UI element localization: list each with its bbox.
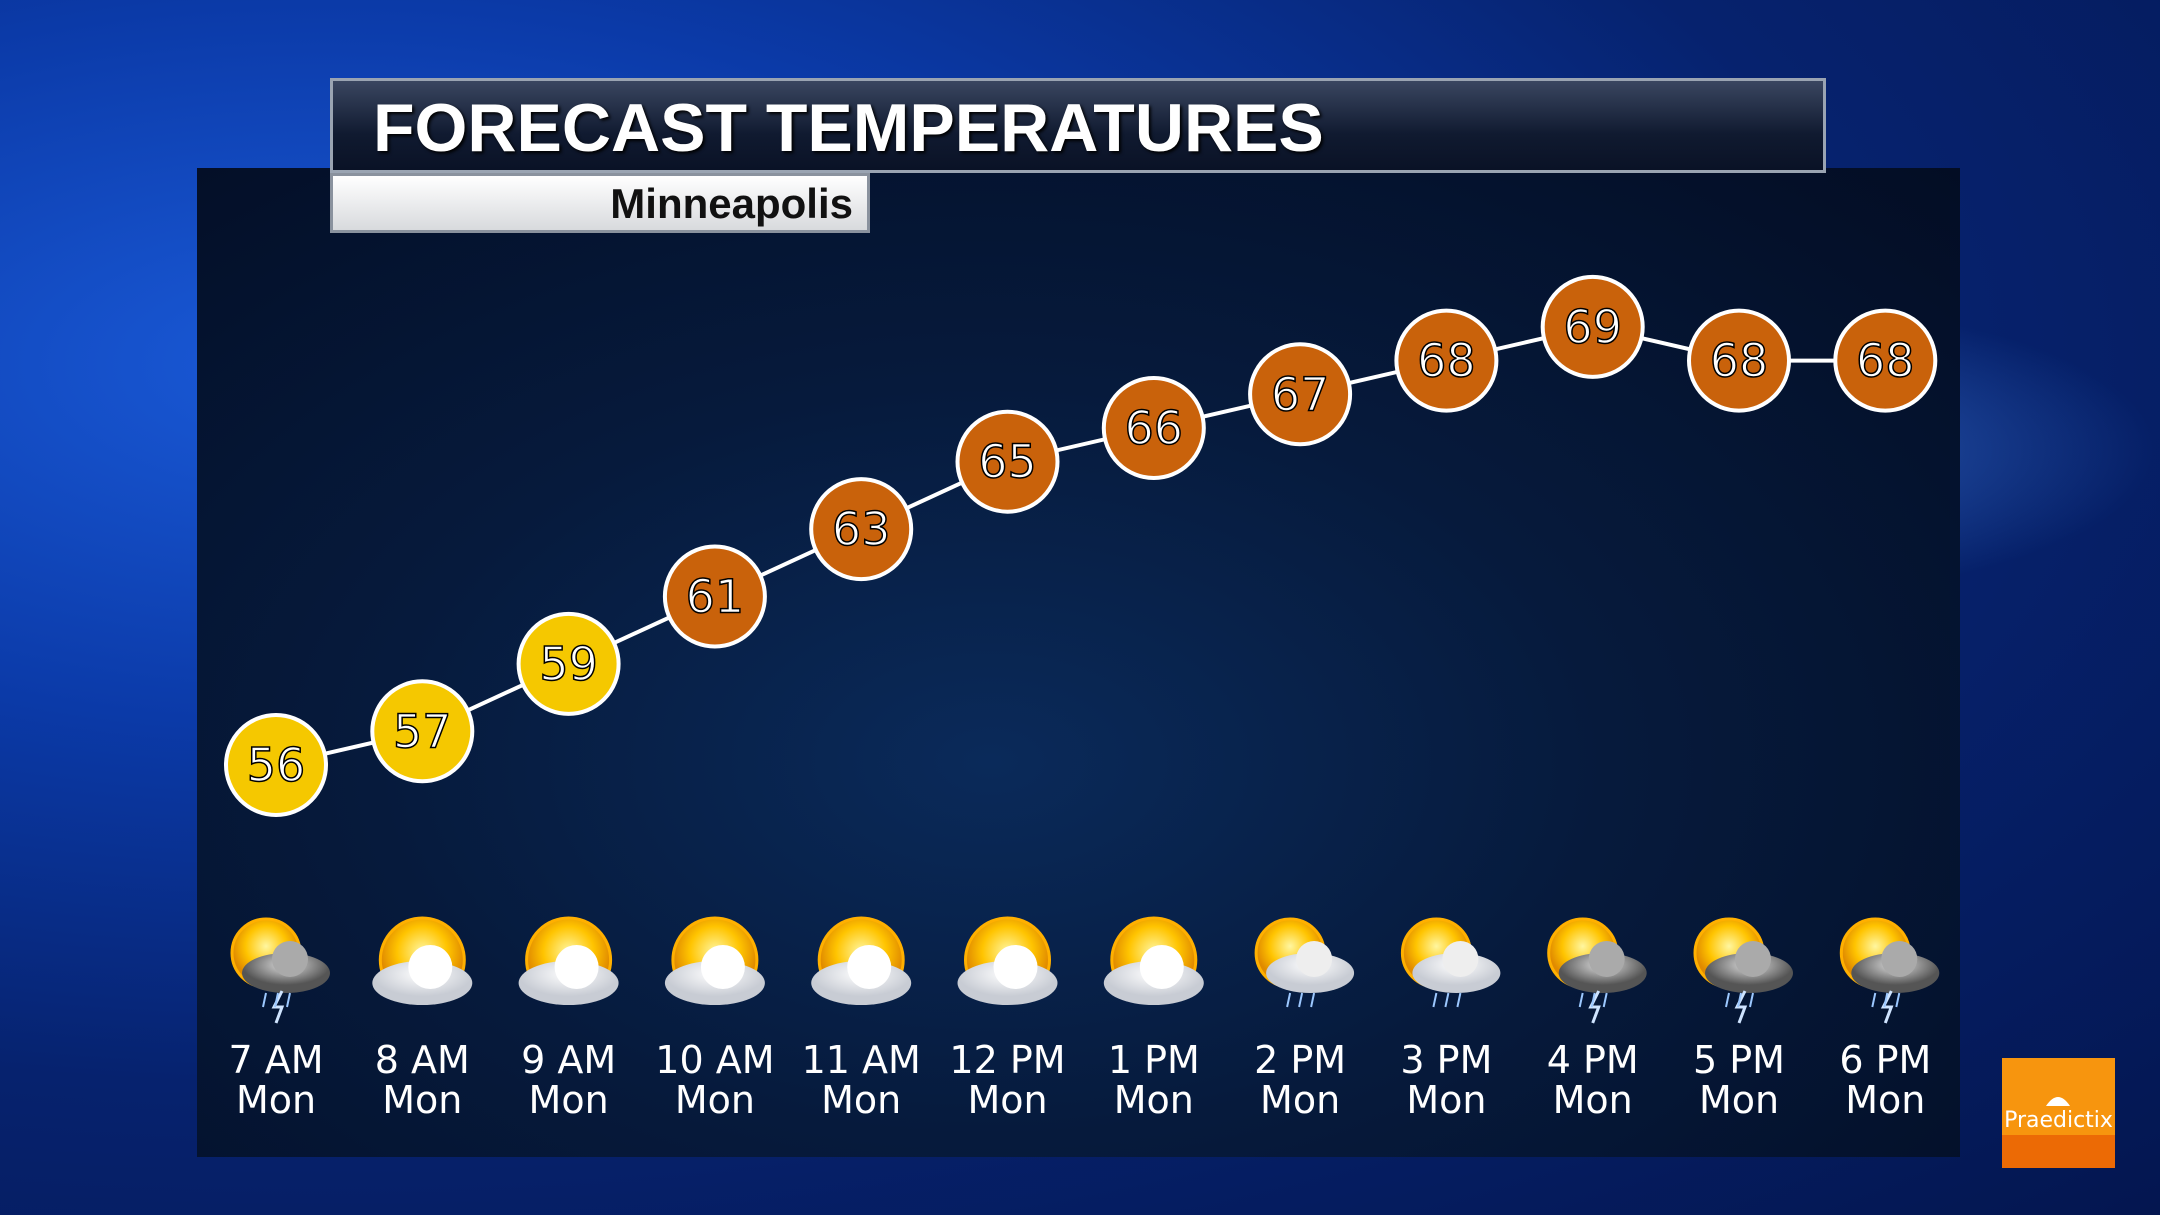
- temperature-marker: [662, 544, 767, 649]
- hour-label: 12 PM: [949, 1038, 1066, 1082]
- temperature-value: 57: [393, 704, 452, 758]
- temperature-point: 67: [1248, 342, 1353, 447]
- time-label: 8 AM Mon: [352, 1040, 492, 1120]
- thunderstorm-partly-sunny-icon: [1547, 917, 1647, 1024]
- hour-label: 11 AM: [801, 1038, 921, 1082]
- temperature-marker: [1687, 308, 1791, 413]
- partly-sunny-icon: [372, 916, 473, 1005]
- day-label: Mon: [1260, 1078, 1341, 1122]
- temperature-marker: [955, 409, 1060, 514]
- temperature-marker: [1248, 342, 1353, 447]
- day-label: Mon: [1698, 1078, 1780, 1122]
- time-label: 4 PM Mon: [1523, 1040, 1663, 1120]
- temperature-value: 68: [1710, 334, 1769, 388]
- hour-label: 1 PM: [1107, 1038, 1200, 1082]
- temperature-value: 59: [539, 637, 598, 691]
- hour-label: 8 AM: [374, 1038, 470, 1082]
- praedictix-logo: Praedictix: [2002, 1058, 2115, 1168]
- temperature-point: 68: [1687, 308, 1791, 413]
- day-label: Mon: [1552, 1078, 1633, 1122]
- temperature-value: 66: [1125, 401, 1184, 455]
- day-label: Mon: [1113, 1078, 1194, 1122]
- day-label: Mon: [967, 1078, 1048, 1122]
- temperature-point: 56: [224, 713, 328, 817]
- partly-sunny-icon: [518, 916, 619, 1005]
- partly-sunny-icon: [811, 916, 912, 1005]
- chart-panel: [197, 168, 1960, 1157]
- hour-label: 7 AM: [228, 1038, 324, 1082]
- day-label: Mon: [235, 1078, 317, 1122]
- hour-label: 3 PM: [1400, 1038, 1493, 1082]
- day-label: Mon: [674, 1078, 755, 1122]
- hour-label: 9 AM: [521, 1038, 617, 1082]
- rain-partly-sunny-icon: [1400, 917, 1501, 1008]
- temperature-value: 69: [1563, 300, 1622, 354]
- hour-label: 6 PM: [1839, 1038, 1932, 1082]
- temperature-value: 68: [1417, 334, 1476, 388]
- location-bar: Minneapolis: [330, 173, 870, 233]
- temperature-point: 57: [370, 679, 475, 784]
- day-label: Mon: [528, 1078, 609, 1122]
- temperature-point: 68: [1394, 308, 1499, 413]
- time-label: 6 PM Mon: [1815, 1040, 1955, 1120]
- temperature-marker: [1833, 308, 1938, 413]
- partly-sunny-icon: [957, 916, 1058, 1005]
- temperature-value: 63: [832, 502, 891, 556]
- temperature-marker: [1101, 376, 1206, 480]
- hour-label: 10 AM: [655, 1038, 775, 1082]
- time-label: 1 PM Mon: [1084, 1040, 1224, 1120]
- day-label: Mon: [382, 1078, 463, 1122]
- temperature-value: 67: [1271, 367, 1330, 421]
- time-label: 10 AM Mon: [645, 1040, 785, 1120]
- page-title: FORECAST TEMPERATURES: [373, 90, 1324, 166]
- time-label: 3 PM Mon: [1376, 1040, 1516, 1120]
- day-label: Mon: [1845, 1078, 1926, 1122]
- temperature-point: 65: [955, 409, 1060, 514]
- temperature-value: 65: [978, 435, 1037, 489]
- hour-label: 5 PM: [1693, 1038, 1785, 1082]
- temperature-point: 68: [1833, 308, 1938, 413]
- temperature-value: 56: [247, 738, 306, 792]
- time-label: 5 PM Mon: [1669, 1040, 1809, 1120]
- temperature-point: 61: [662, 544, 767, 649]
- time-label: 11 AM Mon: [791, 1040, 931, 1120]
- umbrella-icon: [2046, 1097, 2070, 1106]
- temperature-point: 63: [809, 477, 914, 582]
- temperature-point: 59: [516, 611, 621, 716]
- temperature-marker: [516, 611, 621, 716]
- time-label: 9 AM Mon: [499, 1040, 639, 1120]
- temperature-marker: [224, 713, 328, 817]
- time-label: 12 PM Mon: [938, 1040, 1078, 1120]
- temperature-value: 61: [686, 570, 745, 624]
- time-label: 2 PM Mon: [1230, 1040, 1370, 1120]
- temperature-marker: [370, 679, 475, 784]
- thunderstorm-partly-sunny-icon: [1693, 917, 1793, 1024]
- title-bar: FORECAST TEMPERATURES: [330, 78, 1826, 173]
- thunderstorm-partly-sunny-icon: [1839, 917, 1940, 1024]
- time-label: 7 AM Mon: [206, 1040, 346, 1120]
- day-label: Mon: [1406, 1078, 1487, 1122]
- day-label: Mon: [821, 1078, 902, 1122]
- hour-label: 4 PM: [1546, 1038, 1639, 1082]
- rain-partly-sunny-icon: [1254, 917, 1355, 1008]
- temperature-line: [275, 324, 1886, 767]
- logo-text: Praedictix: [2004, 1108, 2113, 1133]
- temperature-marker: [1540, 274, 1645, 379]
- partly-sunny-icon: [664, 916, 765, 1005]
- location-label: Minneapolis: [610, 180, 853, 227]
- temperature-marker: [809, 477, 914, 582]
- partly-sunny-icon: [1103, 916, 1204, 1005]
- temperature-marker: [1394, 308, 1499, 413]
- temperature-point: 66: [1101, 376, 1206, 480]
- temperature-value: 68: [1856, 334, 1915, 388]
- hour-label: 2 PM: [1254, 1038, 1347, 1082]
- thunderstorm-partly-sunny-icon: [230, 917, 330, 1024]
- temperature-point: 69: [1540, 274, 1645, 379]
